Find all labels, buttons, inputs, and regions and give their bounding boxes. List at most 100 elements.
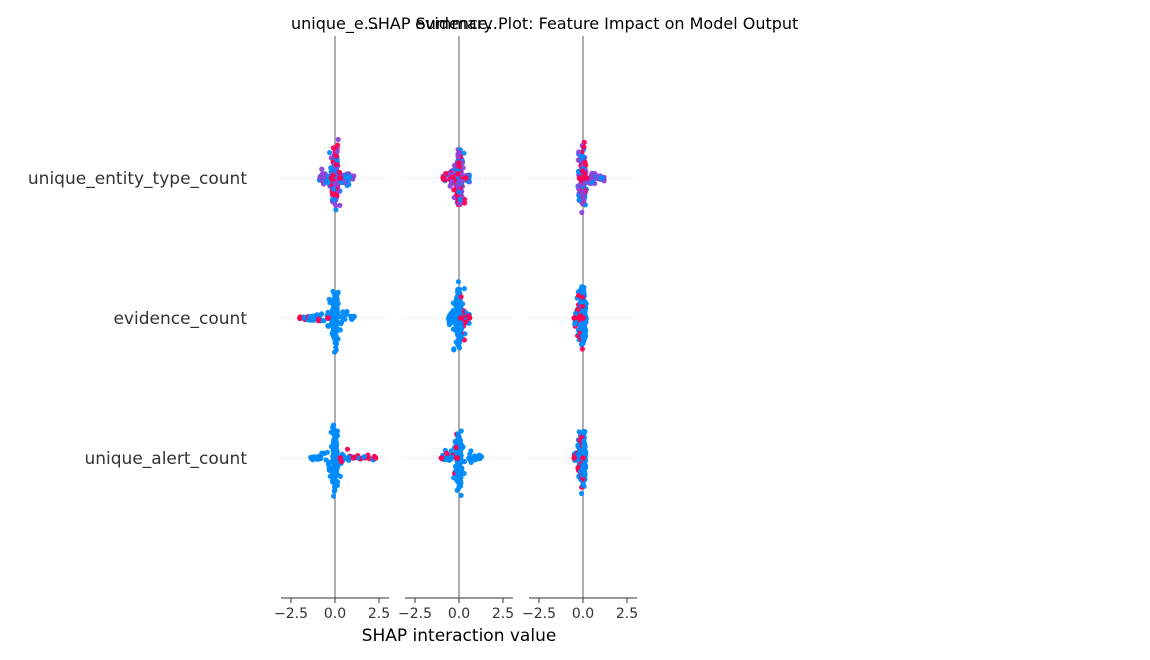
shap-point xyxy=(456,339,462,345)
shap-point xyxy=(326,467,332,473)
shap-point xyxy=(463,319,469,325)
shap-point xyxy=(328,175,335,181)
shap-point xyxy=(598,175,604,181)
shap-point xyxy=(580,327,586,333)
shap-point xyxy=(449,174,456,180)
shap-point xyxy=(456,149,462,156)
x-tick-label: 0.0 xyxy=(324,606,346,622)
shap-point xyxy=(316,316,322,323)
shap-point xyxy=(334,464,340,470)
x-axes: −2.5 0.0 2.5 −2.5 0.0 2.5 −2.5 0.0 2.5 xyxy=(274,597,638,622)
shap-point xyxy=(456,189,462,195)
shap-point xyxy=(331,197,337,203)
shap-point xyxy=(580,339,586,345)
shap-point xyxy=(458,492,464,498)
shap-point xyxy=(456,160,462,166)
shap-point xyxy=(589,170,595,176)
panel-titles: unique_e... evidence... xyxy=(291,14,503,34)
shap-point xyxy=(575,157,581,163)
shap-point xyxy=(346,174,352,180)
shap-point xyxy=(451,475,457,481)
x-tick-label: 0.0 xyxy=(572,606,594,622)
shap-point xyxy=(580,307,586,313)
x-axis-label: SHAP interaction value xyxy=(362,626,557,646)
shap-point xyxy=(453,444,459,450)
panel-title: evidence... xyxy=(415,14,503,33)
shap-point xyxy=(440,175,447,181)
shap-point xyxy=(581,438,587,444)
shap-point xyxy=(457,311,463,317)
shap-point xyxy=(334,335,340,341)
shap-point xyxy=(334,480,340,487)
shap-point xyxy=(336,313,343,319)
shap-point xyxy=(581,443,587,449)
shap-point xyxy=(334,162,340,168)
shap-point xyxy=(332,349,338,355)
shap-point xyxy=(576,197,582,203)
shap-point xyxy=(458,327,464,333)
shap-point xyxy=(582,159,588,165)
shap-point xyxy=(463,175,469,181)
x-tick-label: 0.0 xyxy=(448,606,470,622)
x-tick-label: 2.5 xyxy=(492,606,514,622)
shap-point xyxy=(579,209,585,216)
shap-point xyxy=(330,288,336,295)
feature-label: evidence_count xyxy=(113,309,247,329)
shap-point xyxy=(337,455,344,461)
x-tick-label: 2.5 xyxy=(616,606,638,622)
shap-point xyxy=(455,303,461,309)
shap-point xyxy=(455,287,461,293)
shap-point xyxy=(331,186,337,192)
shap-point xyxy=(581,144,587,150)
shap-point xyxy=(314,455,320,461)
shap-point xyxy=(576,149,582,155)
shap-point xyxy=(456,474,463,480)
shap-point xyxy=(576,292,582,299)
shap-point xyxy=(351,454,357,460)
shap-point xyxy=(580,168,586,174)
shap-point xyxy=(575,465,581,471)
shap-point xyxy=(579,153,585,159)
shap-point xyxy=(467,451,473,457)
shap-point xyxy=(578,490,585,497)
shap-point xyxy=(458,428,464,434)
shap-point xyxy=(475,454,481,460)
shap-point xyxy=(579,466,586,472)
shap-point xyxy=(446,319,452,325)
shap-point xyxy=(320,173,327,179)
shap-point xyxy=(341,313,347,319)
shap-point xyxy=(333,207,339,213)
shap-point xyxy=(466,315,473,321)
shap-point xyxy=(438,455,445,461)
shap-point xyxy=(331,436,337,442)
shap-point xyxy=(579,303,586,309)
shap-point xyxy=(581,471,587,477)
shap-point xyxy=(331,328,337,334)
shap-point xyxy=(579,451,585,457)
shap-point xyxy=(324,449,330,455)
shap-point xyxy=(571,315,577,321)
shap-point xyxy=(456,163,462,170)
shap-point xyxy=(462,200,468,206)
shap-point xyxy=(328,165,334,171)
shap-point xyxy=(351,314,357,320)
shap-point xyxy=(455,470,461,476)
shap-point xyxy=(319,166,325,172)
shap-point xyxy=(458,334,464,340)
shap-point xyxy=(461,286,467,292)
shap-point xyxy=(336,169,343,175)
shap-point xyxy=(335,136,341,143)
shap-point xyxy=(459,178,465,184)
shap-point xyxy=(455,171,461,177)
x-tick-label: 2.5 xyxy=(368,606,390,622)
shap-point xyxy=(345,454,351,460)
shap-point xyxy=(461,470,467,476)
shap-point xyxy=(461,150,467,156)
feature-label: unique_entity_type_count xyxy=(28,169,247,189)
shap-point xyxy=(327,150,333,156)
shap-point xyxy=(334,149,340,155)
shap-point xyxy=(581,181,587,187)
shap-point xyxy=(332,486,338,493)
shap-point xyxy=(331,312,337,318)
shap-point xyxy=(335,142,341,148)
